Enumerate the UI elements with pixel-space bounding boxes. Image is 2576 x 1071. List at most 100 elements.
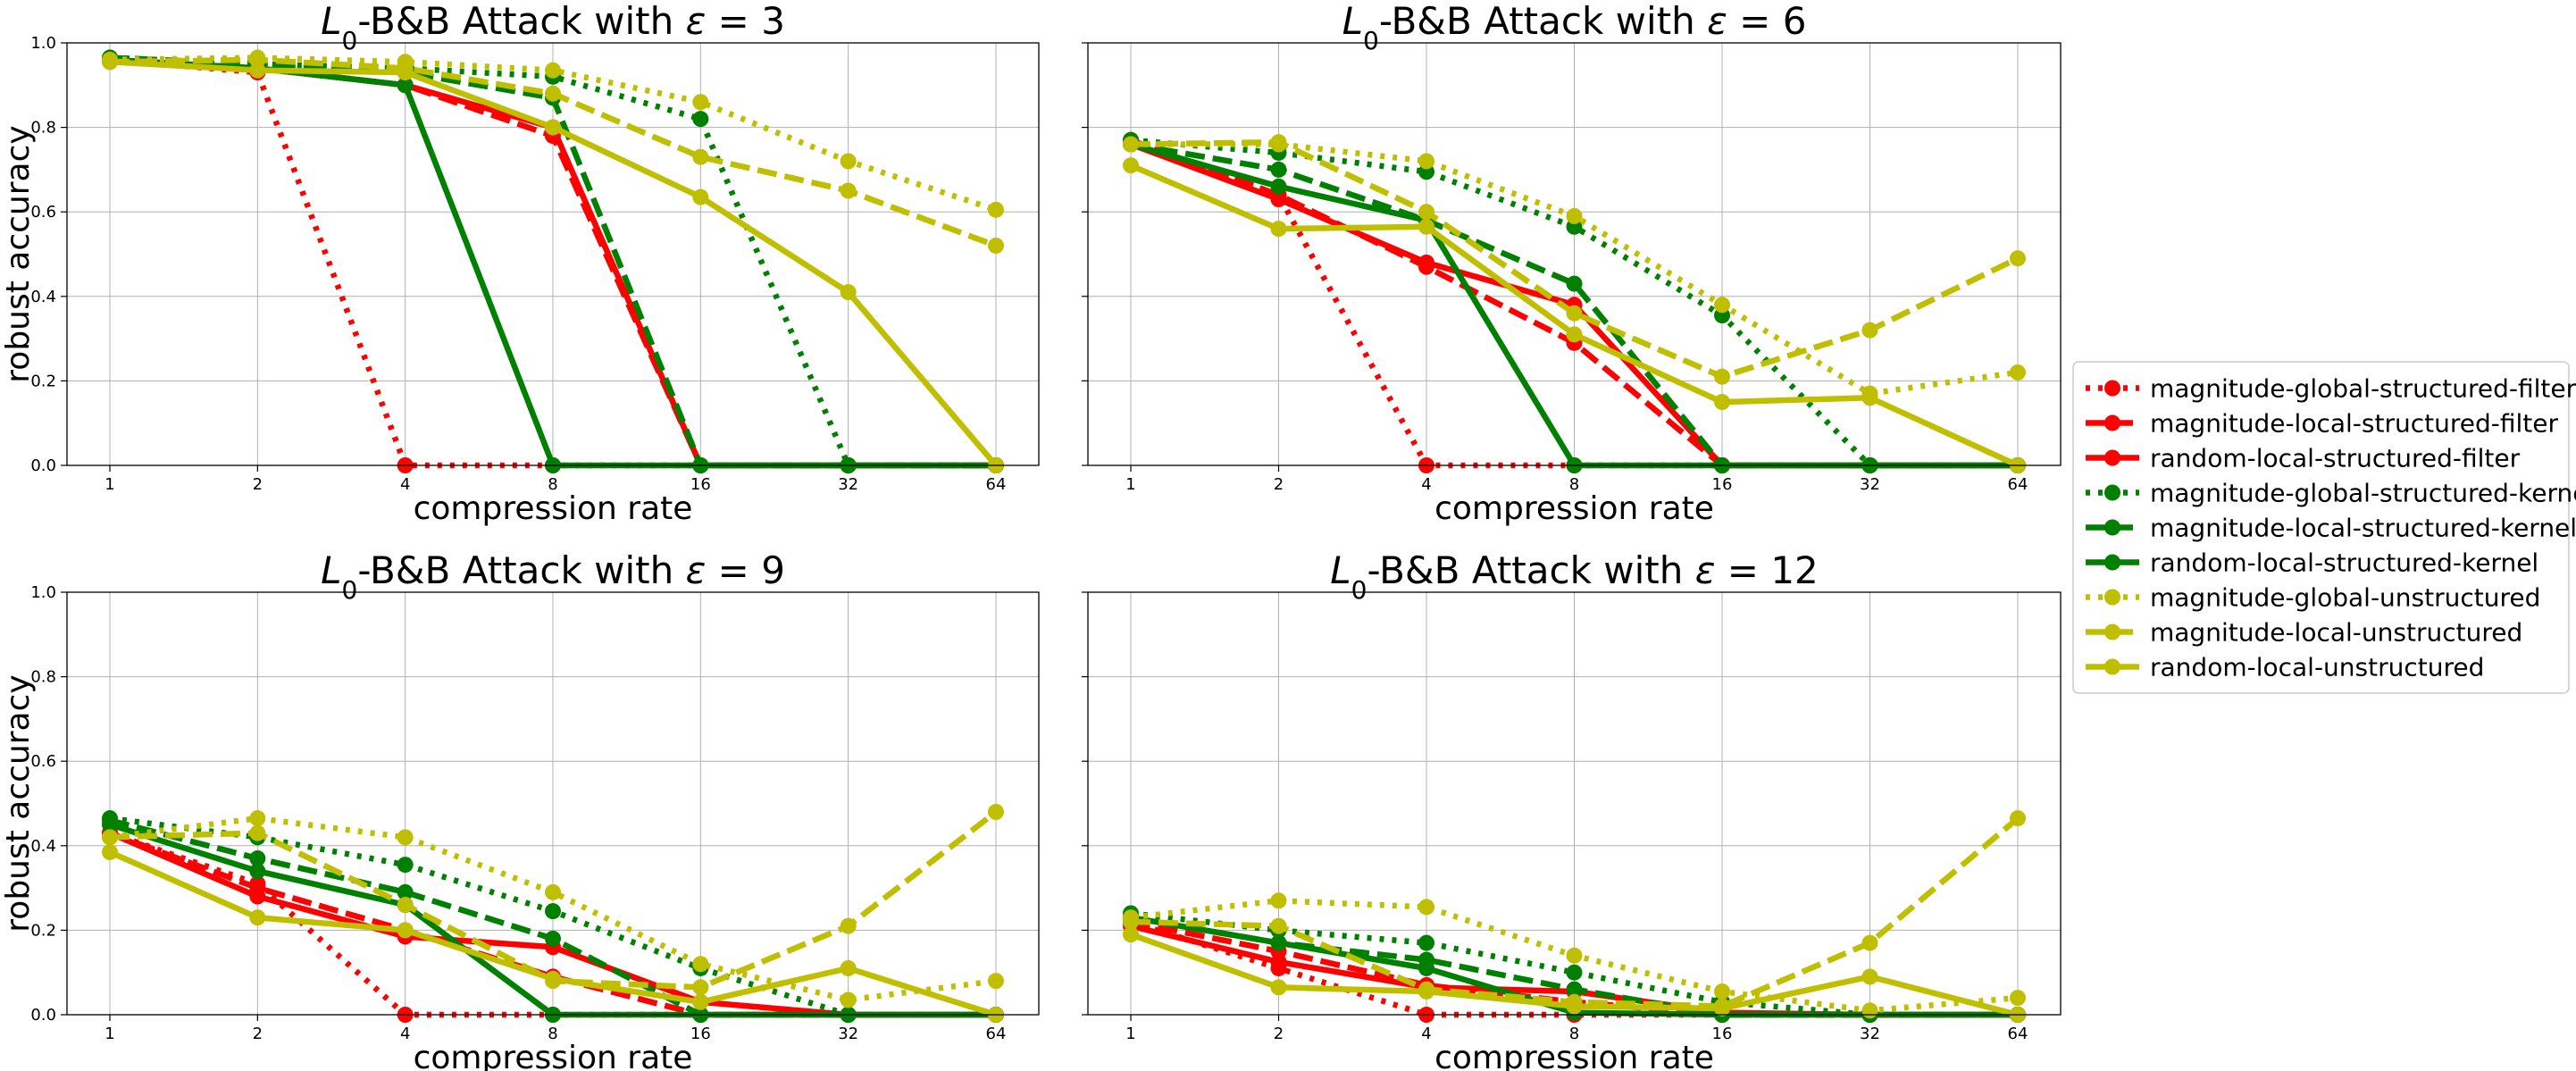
legend-label: magnitude-global-structured-filter (2150, 374, 2576, 404)
x-tick-label: 64 (986, 475, 1007, 494)
data-point (1861, 322, 1878, 339)
data-point (102, 816, 118, 833)
data-point (545, 85, 561, 102)
x-tick-label: 8 (1569, 475, 1579, 494)
data-point (397, 883, 414, 900)
series-magnitude-local-unstructured (1123, 134, 2026, 385)
x-tick-label: 8 (1569, 1025, 1579, 1043)
y-axis-label: robust accuracy (0, 674, 37, 932)
subplot-title: L0-B&B Attack with ε = 3 (321, 0, 785, 55)
series-random-local-unstructured (102, 54, 1004, 473)
legend-swatch-marker (2104, 449, 2120, 466)
data-point (1714, 368, 1730, 385)
legend-swatch-marker (2104, 589, 2120, 606)
x-tick-label: 1 (105, 475, 114, 494)
data-point (988, 201, 1004, 218)
data-point (1566, 207, 1583, 224)
data-point (397, 64, 414, 81)
data-point (397, 829, 414, 846)
data-point (1270, 178, 1287, 195)
data-point (1566, 275, 1583, 292)
data-point (2010, 810, 2026, 827)
data-point (397, 897, 414, 914)
data-point (1418, 153, 1434, 170)
data-point (545, 903, 561, 920)
data-point (249, 888, 266, 905)
data-point (988, 803, 1004, 820)
data-point (545, 119, 561, 136)
data-point (840, 153, 857, 170)
x-axis-label: compression rate (1434, 490, 1714, 527)
data-point (545, 930, 561, 947)
data-point (1566, 964, 1583, 981)
axes-frame (1087, 42, 2062, 466)
subplot-title: L0-B&B Attack with ε = 9 (321, 548, 785, 605)
data-point (1270, 917, 1287, 934)
data-point (692, 111, 709, 128)
data-point (545, 62, 561, 79)
legend-item: random-local-unstructured (2086, 653, 2484, 682)
data-point (692, 993, 709, 1010)
data-point (249, 62, 266, 79)
data-point (1861, 389, 1878, 406)
legend-item: random-local-structured-kernel (2086, 548, 2538, 578)
x-tick-label: 2 (1274, 1025, 1284, 1043)
data-point (1418, 204, 1434, 221)
y-tick-label: 0.4 (30, 288, 56, 306)
data-point (1861, 968, 1878, 985)
legend-label: magnitude-local-structured-filter (2150, 409, 2558, 439)
y-tick-label: 0.0 (30, 456, 56, 475)
data-point (1123, 157, 1139, 174)
data-point (2010, 364, 2026, 381)
legend-swatch-marker (2104, 554, 2120, 571)
data-point (397, 857, 414, 874)
legend-item: magnitude-local-structured-filter (2086, 409, 2558, 439)
data-point (1123, 913, 1139, 930)
x-tick-label: 16 (1712, 475, 1733, 494)
x-tick-label: 32 (838, 475, 858, 494)
data-point (840, 992, 857, 1008)
y-tick-label: 0.2 (30, 921, 56, 940)
x-tick-label: 32 (1860, 475, 1880, 494)
data-point (1566, 998, 1583, 1015)
y-tick-label: 0.2 (30, 372, 56, 390)
data-point (102, 54, 118, 71)
legend-label: random-local-unstructured (2150, 653, 2484, 682)
data-point (397, 77, 414, 94)
legend-item: magnitude-global-structured-filter (2086, 374, 2576, 404)
data-point (1418, 218, 1434, 235)
legend-item: magnitude-local-unstructured (2086, 618, 2522, 648)
y-tick-label: 0.6 (30, 752, 56, 771)
x-tick-label: 4 (400, 1025, 410, 1043)
data-point (692, 148, 709, 165)
data-point (545, 970, 561, 987)
subplot-2: 1 2 4 8 16 32 64 L0-B&B Attack with ε = 6 compre… (1082, 0, 2062, 527)
series-random-local-unstructured (1123, 157, 2026, 473)
x-tick-label: 1 (105, 1025, 114, 1043)
data-point (1566, 947, 1583, 964)
legend-label: random-local-structured-kernel (2150, 548, 2538, 578)
legend-swatch-marker (2104, 623, 2120, 640)
legend-label: random-local-structured-filter (2150, 444, 2521, 473)
series-random-local-unstructured (102, 843, 1004, 1023)
data-point (1418, 959, 1434, 976)
legend-swatch-marker (2104, 484, 2120, 501)
subplot-title: L0-B&B Attack with ε = 12 (1330, 548, 1819, 605)
x-tick-label: 16 (690, 1025, 711, 1043)
data-point (1270, 979, 1287, 996)
data-point (545, 883, 561, 900)
data-point (102, 829, 118, 846)
x-tick-label: 64 (2008, 1025, 2028, 1043)
legend-item: magnitude-global-structured-kernel (2086, 479, 2576, 508)
x-tick-label: 64 (986, 1025, 1007, 1043)
data-point (1270, 134, 1287, 151)
data-point (840, 284, 857, 301)
x-tick-label: 4 (1421, 1025, 1431, 1043)
data-point (1270, 934, 1287, 951)
data-point (1270, 161, 1287, 178)
legend-label: magnitude-global-unstructured (2150, 583, 2540, 613)
x-tick-label: 1 (1125, 1025, 1135, 1043)
data-point (1270, 953, 1287, 970)
legend-item: magnitude-local-structured-kernel (2086, 514, 2576, 543)
